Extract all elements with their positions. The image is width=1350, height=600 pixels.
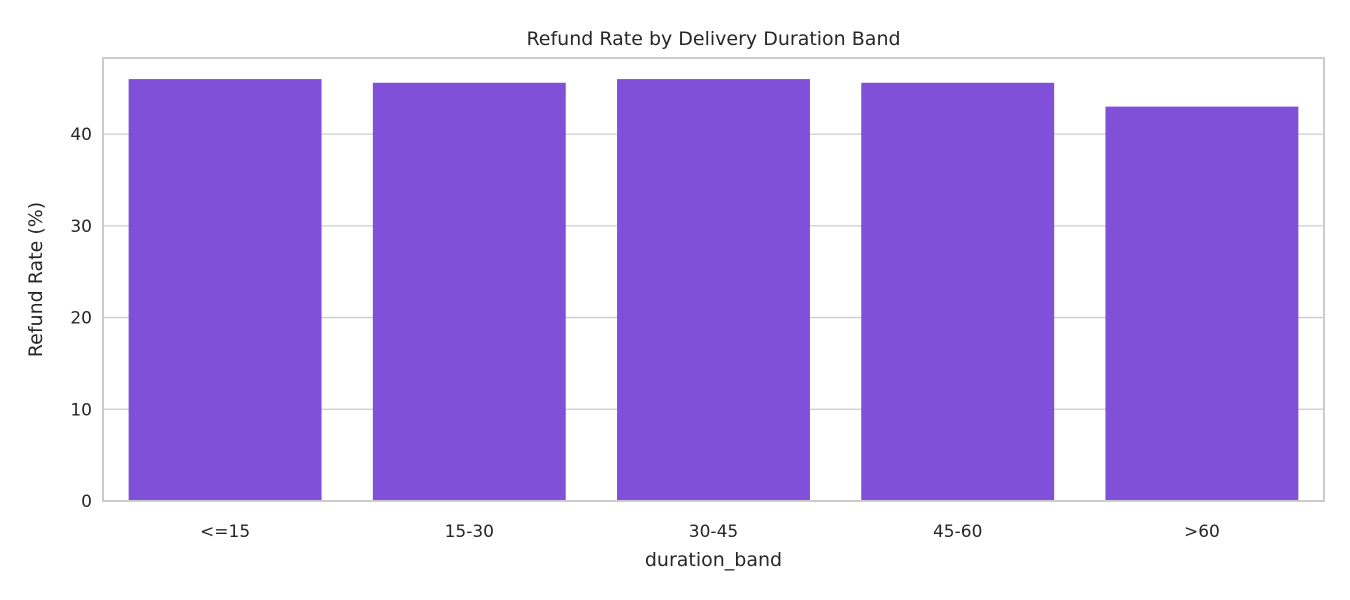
y-tick-label: 30 (70, 217, 92, 237)
x-tick-label: 45-60 (933, 522, 982, 542)
x-tick-label: <=15 (200, 522, 250, 542)
bars (128, 79, 1299, 501)
plot-frame (102, 57, 1325, 502)
x-axis-ticks: <=15 15-30 30-45 45-60 >60 (200, 522, 1220, 542)
y-tick-label: 10 (70, 400, 92, 420)
y-tick-label: 20 (70, 309, 92, 329)
bar-2 (617, 79, 810, 501)
bar-0 (128, 79, 322, 501)
chart-title: Refund Rate by Delivery Duration Band (526, 28, 900, 50)
x-tick-label: 15-30 (445, 522, 494, 542)
x-axis-label: duration_band (645, 549, 782, 571)
bar-3 (861, 82, 1055, 501)
y-axis-ticks: 0 10 20 30 40 (70, 125, 92, 512)
x-tick-label: 30-45 (689, 522, 738, 542)
y-tick-label: 0 (81, 492, 92, 512)
x-tick-label: >60 (1184, 522, 1220, 542)
y-tick-label: 40 (70, 125, 92, 145)
bar-4 (1105, 106, 1299, 501)
y-axis-label: Refund Rate (%) (25, 202, 47, 357)
bar-1 (372, 82, 566, 501)
